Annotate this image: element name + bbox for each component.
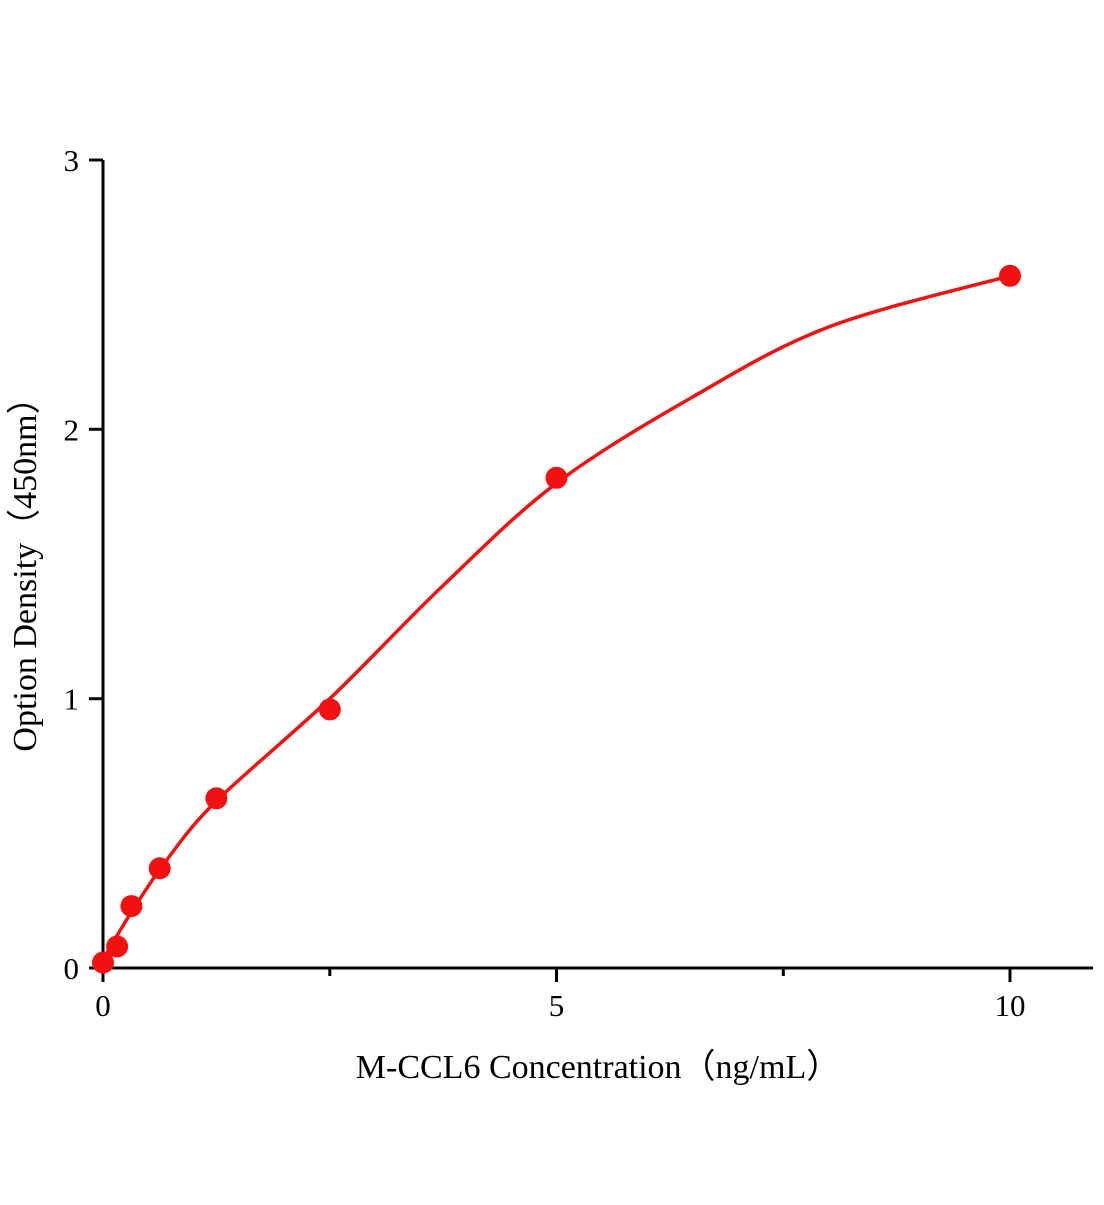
x-tick-label: 5 [549, 988, 565, 1023]
y-axis-ticks: 0 1 2 3 [64, 143, 103, 986]
axes [101, 160, 1093, 970]
y-axis-title: Option Density（450nm） [6, 380, 44, 751]
data-point-marker [545, 466, 568, 489]
data-point-marker [92, 951, 114, 974]
x-tick-label: 10 [995, 988, 1026, 1023]
y-tick-label: 3 [64, 143, 80, 178]
x-tick-label: 0 [95, 988, 111, 1023]
data-point-marker [205, 787, 228, 810]
x-axis-ticks: 0 5 10 [95, 968, 1026, 1023]
data-point-marker [999, 264, 1021, 287]
y-tick-label: 2 [64, 412, 80, 447]
data-point-marker [106, 935, 129, 958]
fit-curve-path [101, 274, 1012, 962]
data-point-marker [318, 698, 341, 721]
y-tick-label: 1 [64, 682, 80, 717]
x-axis-title: M-CCL6 Concentration（ng/mL） [356, 1048, 840, 1086]
data-points [92, 264, 1021, 974]
fit-curve [101, 274, 1012, 962]
data-point-marker [148, 857, 171, 880]
data-point-marker [120, 895, 143, 918]
y-tick-label: 0 [64, 951, 80, 986]
